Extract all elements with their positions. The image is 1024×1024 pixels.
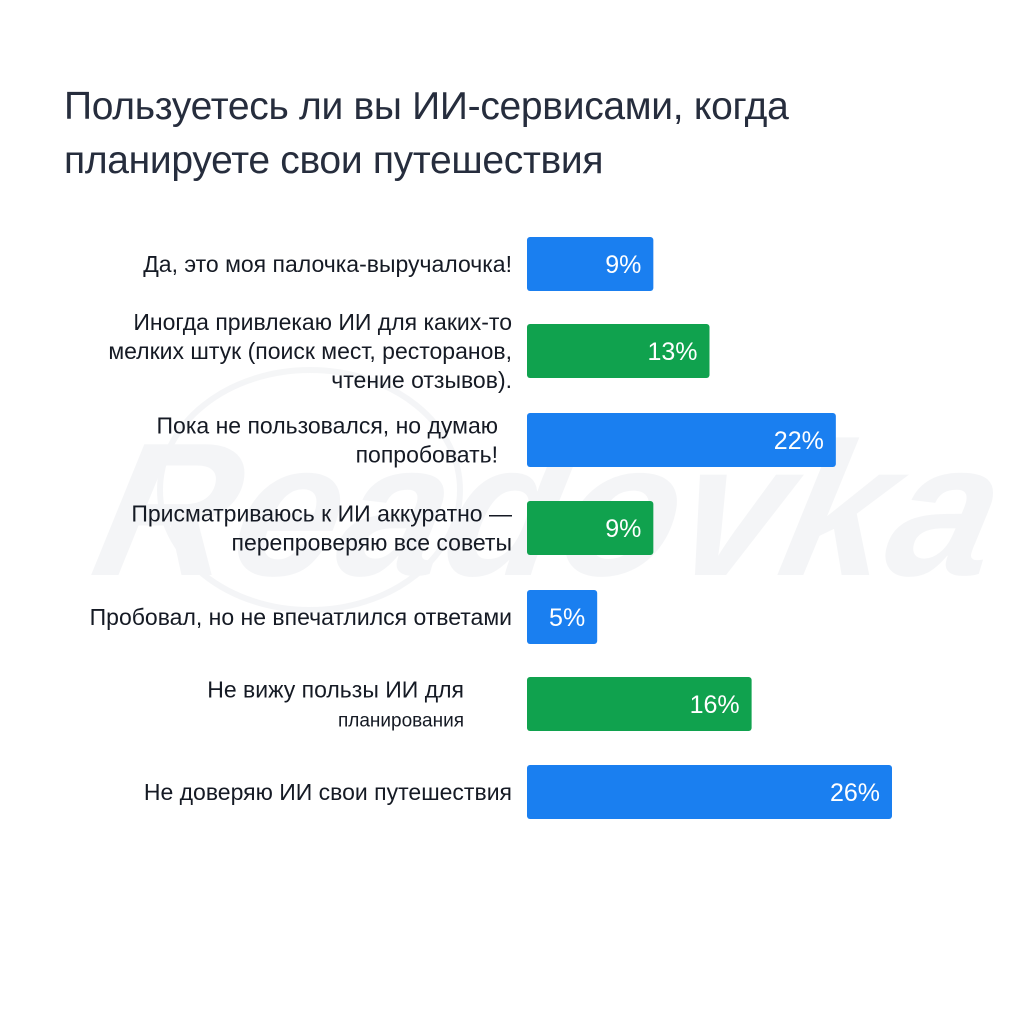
category-label: Пробовал, но не впечатлился ответами [90,604,512,630]
category-label-line: Пока не пользовался, но думаю [157,413,499,439]
bar [527,677,752,731]
bar-value-label: 13% [647,338,697,366]
bar-value-label: 5% [549,604,585,632]
category-label-line: перепроверяю все советы [232,530,513,556]
bar-value-label: 22% [774,427,824,455]
category-label-line: планирования [338,711,464,732]
chart-title-line: планируете свои путешествия [64,139,604,182]
bar-value-label: 26% [830,779,880,807]
bar-value-label: 9% [605,515,641,543]
chart-title: Пользуетесь ли вы ИИ-сервисами, когда пла… [64,80,964,188]
bar [527,590,598,644]
bar [527,765,892,819]
bar [527,501,654,555]
category-label: Не вижу пользы ИИ для планирования [207,677,464,732]
category-label: Присматриваюсь к ИИ аккуратно — перепрове… [131,501,512,556]
bar-value-label: 9% [605,251,641,279]
category-label-line: Присматриваюсь к ИИ аккуратно — [131,501,512,527]
category-label-line: попробовать! [356,442,498,468]
category-label: Иногда привлекаю ИИ для каких-то мелких ш… [108,309,512,393]
bars-layer: 9% 13% 22% 9% 5% 16% 26% [527,237,892,819]
category-label: Пока не пользовался, но думаю попробовать… [157,413,499,468]
category-label-line: Пробовал, но не впечатлился ответами [90,604,512,630]
category-label-line: Да, это моя палочка-выручалочка! [143,251,512,277]
bar [527,324,710,378]
category-label-line: чтение отзывов). [331,367,512,393]
category-label: Да, это моя палочка-выручалочка! [143,251,512,277]
category-label-line: мелких штук (поиск мест, ресторанов, [108,338,512,364]
category-label-line: Иногда привлекаю ИИ для каких-то [133,309,512,335]
labels-layer: Да, это моя палочка-выручалочка! Иногда п… [90,251,512,805]
category-label-line: Не вижу пользы ИИ для [207,677,464,703]
category-label: Не доверяю ИИ свои путешествия [144,779,512,805]
bar [527,237,654,291]
category-label-line: Не доверяю ИИ свои путешествия [144,779,512,805]
bar [527,413,836,467]
bar-value-label: 16% [690,691,740,719]
chart-title-line: Пользуетесь ли вы ИИ-сервисами, когда [64,85,789,128]
watermark-logo: Readovka [79,367,1022,616]
